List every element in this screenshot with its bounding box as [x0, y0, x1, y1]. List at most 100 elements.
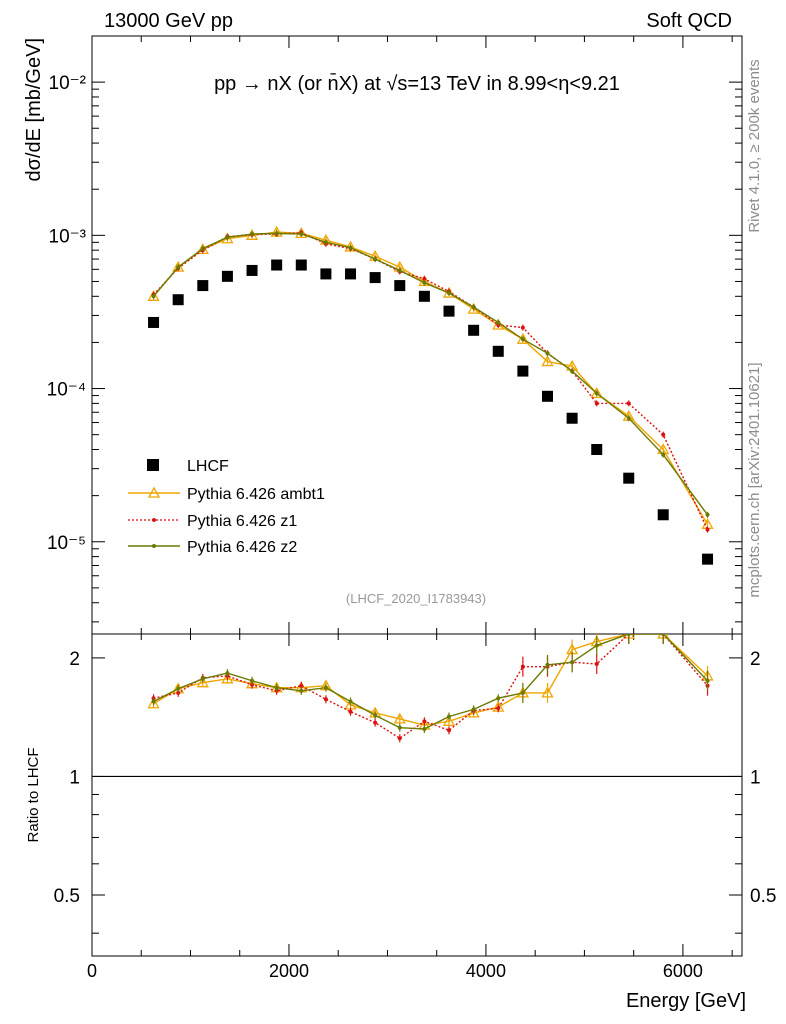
ratio-tick-label: 2 — [69, 649, 80, 670]
x-tick-label: 0 — [87, 961, 97, 981]
series-point-z2 — [323, 240, 328, 245]
main-axes: 10⁻⁵ 10⁻⁴ 10⁻³ 10⁻² — [47, 35, 742, 634]
lhcf-point — [221, 270, 233, 282]
series-point-ambt1 — [516, 332, 529, 344]
series-point-z2 — [250, 232, 255, 237]
ratio-point-ambt1 — [541, 686, 554, 698]
series-point-z2 — [200, 246, 205, 251]
series-point-z1 — [594, 401, 599, 406]
ratio-point-z1 — [447, 728, 452, 733]
y-axis-label: dσ/dE [mb/GeV] — [23, 38, 45, 182]
x-tick-label: 4000 — [466, 961, 506, 981]
ratio-point-z2 — [323, 685, 328, 690]
lhcf-point — [492, 345, 504, 357]
lhcf-point — [657, 509, 669, 521]
series-point-z2 — [151, 294, 156, 299]
series-point-ambt1 — [541, 355, 554, 367]
legend-marker-ambt1 — [147, 486, 161, 498]
ratio-line-z1 — [153, 634, 709, 740]
chart-title: pp → nX (or n̄X) at √s=13 TeV in 8.99<η<… — [214, 72, 620, 95]
series-point-z1 — [520, 325, 525, 330]
lhcf-point — [468, 324, 480, 336]
header-right: Soft QCD — [646, 10, 732, 32]
series-point-z2 — [274, 231, 279, 236]
series-point-z2 — [225, 235, 230, 240]
series-point-ambt1 — [590, 387, 603, 399]
series-point-z2 — [422, 280, 427, 285]
ratio-point-z1 — [176, 690, 181, 695]
ratio-line-ambt1 — [153, 634, 709, 726]
ratio-point-z2 — [250, 678, 255, 683]
ratio-point-z1 — [397, 736, 402, 741]
ratio-point-z1 — [422, 719, 427, 724]
series-point-z2 — [348, 245, 353, 250]
ratio-line-z2 — [153, 634, 709, 730]
ratio-point-z2 — [200, 676, 205, 681]
side-label-bottom: mcplots.cern.ch [arXiv:2401.10621] — [746, 362, 763, 597]
ratio-point-z2 — [570, 660, 575, 665]
ratio-point-z1 — [348, 709, 353, 714]
legend-marker-lhcf — [147, 459, 159, 471]
y-tick-label: 10⁻⁴ — [47, 380, 86, 401]
series-point-z2 — [373, 257, 378, 262]
ratio-plot-area — [92, 634, 742, 778]
series-line-ambt1 — [153, 231, 709, 525]
ratio-point-z2 — [397, 725, 402, 730]
y-tick-label: 10⁻² — [49, 73, 87, 94]
ratio-point-z1 — [373, 720, 378, 725]
ratio-point-z2 — [422, 726, 427, 731]
ratio-point-z2 — [373, 713, 378, 718]
ratio-point-z2 — [520, 690, 525, 695]
series-point-z2 — [299, 232, 304, 237]
ratio-panel-frame — [91, 633, 743, 957]
x-tick-label: 6000 — [663, 961, 703, 981]
legend-label-lhcf: LHCF — [187, 458, 229, 475]
ratio-point-z2 — [274, 685, 279, 690]
series-point-ambt1 — [295, 227, 308, 239]
lhcf-point — [394, 280, 406, 292]
lhcf-point — [345, 268, 357, 280]
ratio-point-z2 — [348, 699, 353, 704]
series-point-z2 — [594, 391, 599, 396]
series-line-z2 — [153, 232, 709, 516]
x-tick-label: 2000 — [269, 961, 309, 981]
lhcf-point — [320, 268, 332, 280]
lhcf-point — [566, 412, 578, 424]
series-point-z2 — [176, 265, 181, 270]
ratio-point-z2 — [176, 686, 181, 691]
series-point-z2 — [545, 351, 550, 356]
lhcf-point — [197, 280, 209, 292]
y-tick-label: 10⁻⁵ — [47, 533, 86, 554]
header-left: 13000 GeV pp — [104, 10, 233, 32]
ratio-point-z1 — [594, 661, 599, 666]
series-point-z2 — [520, 337, 525, 342]
ratio-tick-label-right: 0.5 — [750, 886, 776, 907]
ratio-point-z2 — [661, 634, 666, 636]
series-point-z2 — [661, 452, 666, 457]
series-point-z2 — [496, 320, 501, 325]
legend: LHCF Pythia 6.426 ambt1 Pythia 6.426 z1 … — [128, 458, 325, 556]
series-point-z2 — [447, 291, 452, 296]
series-point-z1 — [626, 401, 631, 406]
ratio-point-ambt1 — [467, 706, 480, 718]
series-point-z2 — [570, 369, 575, 374]
ratio-point-ambt1 — [196, 676, 209, 688]
ratio-tick-label-right: 2 — [750, 649, 761, 670]
ratio-point-z2 — [299, 688, 304, 693]
lhcf-point — [369, 272, 381, 284]
lhcf-point — [517, 365, 529, 377]
lhcf-point — [295, 259, 307, 271]
ratio-tick-label: 1 — [69, 767, 80, 788]
lhcf-point — [702, 553, 714, 565]
lhcf-point — [591, 444, 603, 456]
lhcf-point — [271, 259, 283, 271]
legend-marker-z1 — [152, 518, 156, 522]
ratio-tick-label-right: 1 — [750, 767, 761, 788]
ratio-point-z2 — [705, 678, 710, 683]
legend-label-z2: Pythia 6.426 z2 — [187, 539, 297, 556]
ratio-point-ambt1 — [147, 697, 160, 709]
series-point-z1 — [422, 276, 427, 281]
ratio-point-z2 — [496, 696, 501, 701]
ratio-point-z1 — [323, 697, 328, 702]
lhcf-point — [623, 472, 635, 484]
